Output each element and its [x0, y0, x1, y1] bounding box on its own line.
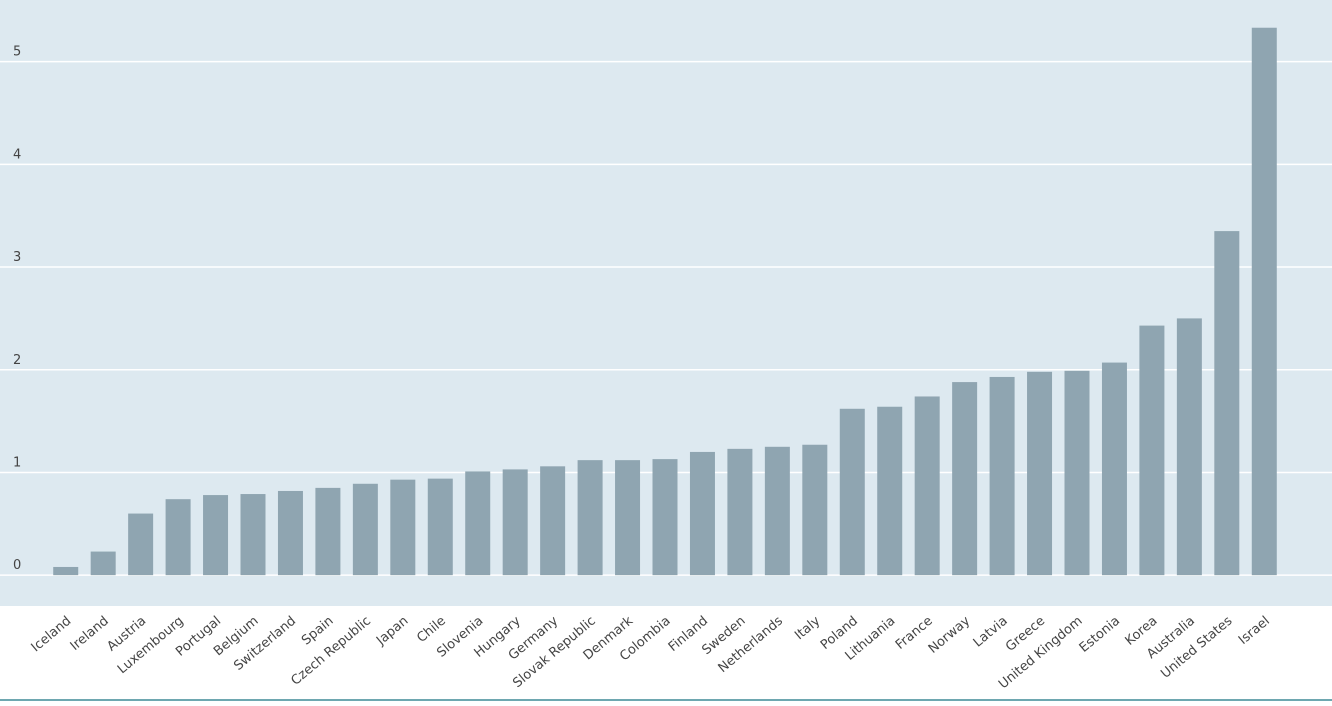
bar: [652, 459, 678, 576]
bar: [390, 479, 416, 576]
bar: [315, 487, 341, 576]
bar: [1064, 370, 1090, 576]
bar: [914, 396, 940, 576]
bar: [764, 446, 790, 576]
x-tick-label: Ireland: [68, 614, 112, 654]
x-tick-label: Japan: [373, 614, 411, 649]
bar: [90, 551, 116, 576]
bar: [165, 499, 191, 576]
x-tick-label: Iceland: [29, 614, 75, 656]
bar: [277, 490, 303, 576]
bar: [952, 382, 978, 576]
x-tick-label: Israel: [1236, 614, 1273, 648]
y-tick-label: 2: [13, 353, 21, 368]
bar: [802, 444, 828, 576]
bar: [839, 408, 865, 576]
bar: [240, 494, 266, 576]
bar: [53, 566, 79, 576]
y-tick-label: 1: [13, 455, 21, 470]
bar: [727, 448, 753, 576]
bar: [989, 376, 1015, 576]
x-tick-label: Italy: [792, 613, 823, 643]
bar: [427, 478, 453, 576]
bar: [577, 460, 603, 576]
bar: [1251, 27, 1277, 576]
bar: [540, 466, 566, 576]
bar: [1176, 318, 1202, 576]
bar: [203, 495, 229, 576]
bar: [502, 469, 528, 576]
bar: [465, 471, 491, 576]
bar: [1027, 371, 1053, 576]
y-tick-label: 4: [13, 147, 21, 162]
bar: [1214, 231, 1240, 576]
x-tick-label: Estonia: [1077, 614, 1123, 656]
y-tick-label: 0: [13, 558, 21, 573]
bar: [615, 460, 641, 576]
y-tick-label: 3: [13, 250, 21, 265]
bar: [1139, 325, 1165, 576]
bar: [877, 406, 903, 576]
bar: [689, 451, 715, 576]
bar: [128, 513, 154, 576]
bar: [352, 483, 378, 576]
bar: [1101, 362, 1127, 576]
y-tick-label: 5: [13, 45, 21, 60]
x-tick-label: Netherlands: [716, 613, 787, 676]
x-tick-label: Norway: [926, 613, 974, 656]
